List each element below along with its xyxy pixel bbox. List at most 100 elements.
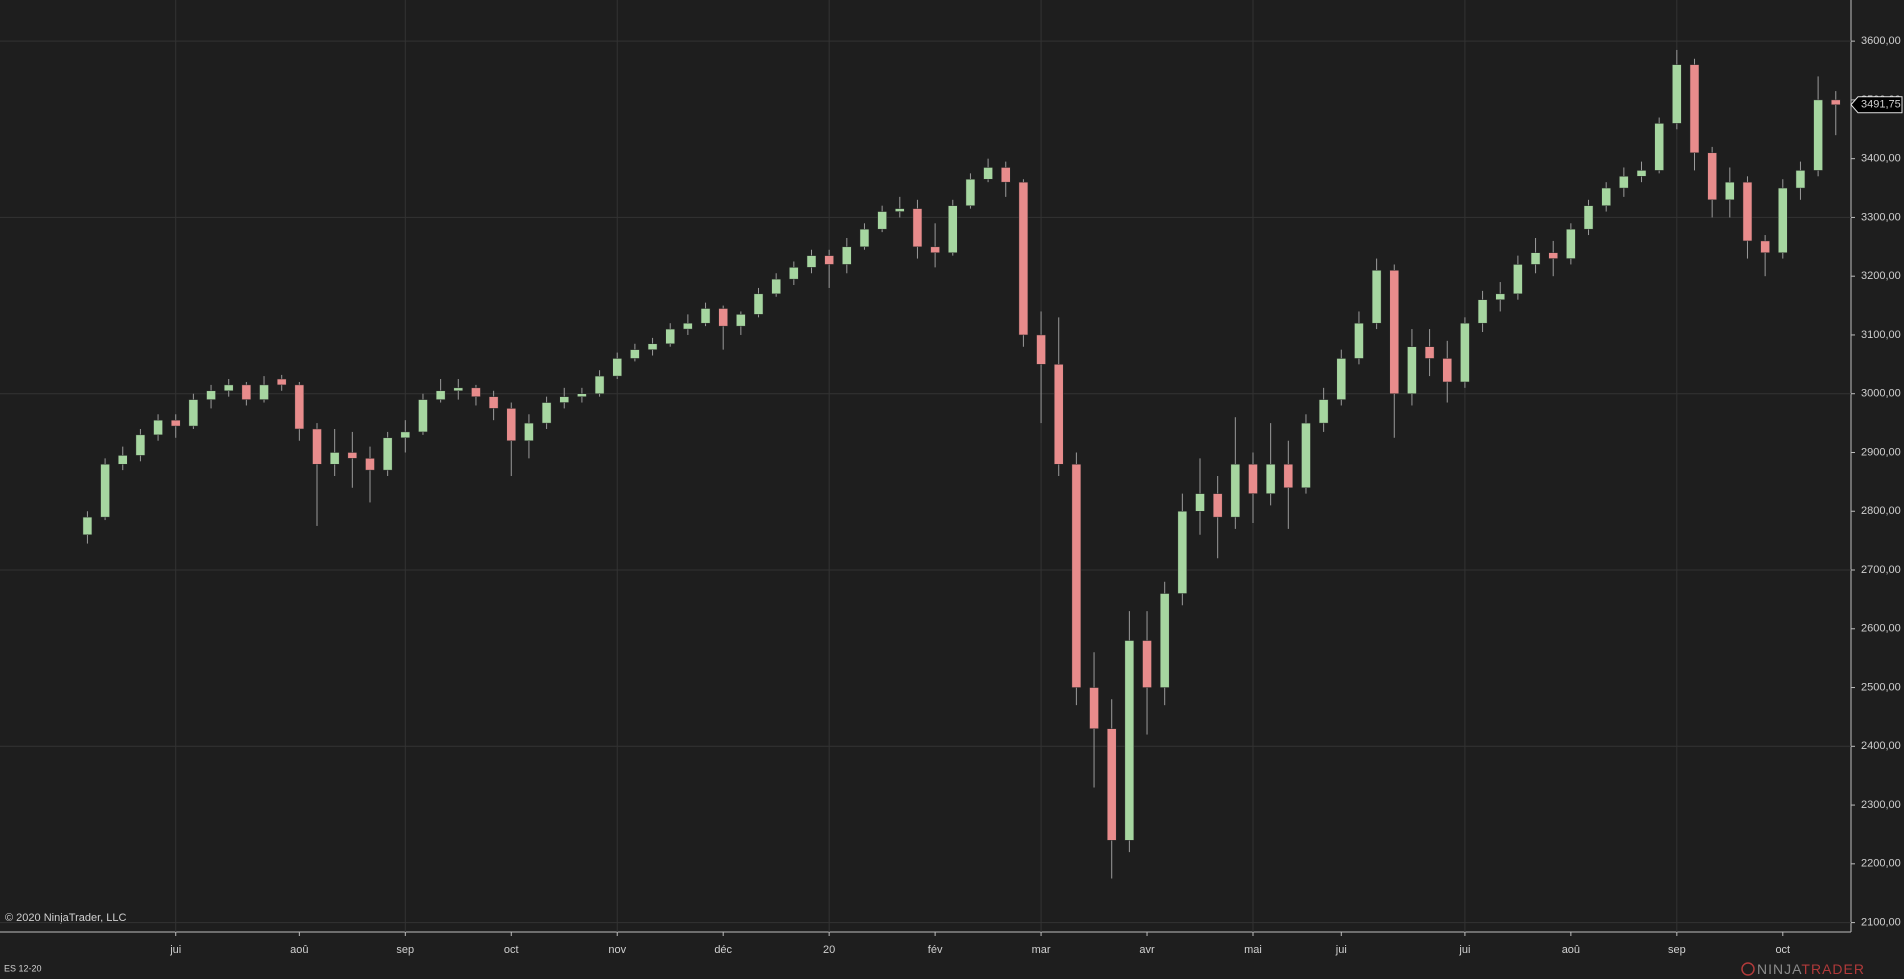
candle-body <box>1725 181 1735 201</box>
candle-body <box>1301 422 1311 488</box>
candle-body <box>118 455 128 465</box>
x-tick-label: fév <box>928 944 943 956</box>
y-tick-label: 2800,00 <box>1861 505 1901 517</box>
candle-body <box>382 437 393 471</box>
x-tick-label: mar <box>1032 944 1051 956</box>
x-tick-label: mai <box>1244 944 1262 956</box>
candle-body <box>418 399 428 433</box>
y-tick-label: 2100,00 <box>1861 917 1901 929</box>
candle-body <box>559 396 569 403</box>
candle-body <box>842 246 852 265</box>
candle-body <box>1495 293 1505 300</box>
y-tick-label: 2300,00 <box>1861 799 1901 811</box>
candle-body <box>612 358 622 377</box>
candle-body <box>135 434 146 456</box>
candle-body <box>1654 123 1664 171</box>
candle-body <box>1089 687 1099 729</box>
candle-body <box>1336 358 1347 400</box>
candle-body <box>895 208 905 212</box>
candle-body <box>471 387 481 397</box>
candle-body <box>824 255 834 265</box>
candle-body <box>1636 170 1647 177</box>
candle-body <box>753 293 764 315</box>
x-tick-label: aoû <box>1562 944 1580 956</box>
candle-body <box>965 178 976 206</box>
candle-body <box>153 419 163 436</box>
candle-body <box>82 516 93 536</box>
candle-body <box>1407 346 1417 394</box>
candle-body <box>1106 728 1117 841</box>
candle-body <box>400 431 411 439</box>
candle-body <box>365 458 375 471</box>
y-tick-label: 3000,00 <box>1861 388 1901 400</box>
y-tick-label: 3100,00 <box>1861 329 1901 341</box>
candle-body <box>347 452 358 459</box>
candle-body <box>930 246 940 253</box>
candle-body <box>1566 228 1576 259</box>
logo: NINJATRADER <box>1757 961 1865 977</box>
candle-body <box>1248 463 1258 494</box>
candle-body <box>312 428 322 465</box>
candle-body <box>1672 64 1682 124</box>
instrument-label: ES 12-20 <box>4 963 42 973</box>
logo-part: TRADER <box>1801 961 1865 977</box>
candle-body <box>1354 322 1364 359</box>
candle-body <box>1760 240 1770 253</box>
candle-body <box>1831 99 1841 105</box>
candle-body <box>1071 463 1082 688</box>
candle-body <box>188 399 199 427</box>
candle-body <box>577 393 587 397</box>
candle-body <box>1124 640 1135 841</box>
candle-body <box>1795 170 1806 189</box>
candle-body <box>1689 64 1700 154</box>
candle-body <box>170 419 181 427</box>
candle-body <box>1513 264 1523 295</box>
candle-body <box>789 267 799 280</box>
candle-body <box>1142 640 1152 688</box>
candle-body <box>276 378 287 386</box>
grid-layer <box>0 0 1851 932</box>
candle-body <box>1036 334 1046 365</box>
candle-body <box>506 408 517 441</box>
candle-body <box>1707 152 1717 201</box>
candle-body <box>1283 463 1294 488</box>
candle-body <box>1601 187 1611 206</box>
x-tick-label: jui <box>1335 944 1347 956</box>
candle-body <box>488 396 499 409</box>
x-tick-label: nov <box>608 944 626 956</box>
candle-body <box>435 390 446 400</box>
candle-body <box>100 463 110 518</box>
y-tick-label: 2600,00 <box>1861 623 1901 635</box>
candle-body <box>1813 99 1823 171</box>
y-tick-label: 2400,00 <box>1861 740 1901 752</box>
y-tick-label: 3400,00 <box>1861 153 1901 165</box>
candle-body <box>1159 593 1170 688</box>
candle-body <box>1212 493 1223 518</box>
candle-body <box>594 375 605 394</box>
x-tick-label: déc <box>714 944 732 956</box>
candle-body <box>1230 463 1241 518</box>
candle-body <box>700 308 711 324</box>
candle-body <box>859 228 870 248</box>
x-tick-label: sep <box>1668 944 1686 956</box>
candle-body <box>683 322 693 330</box>
candle-body <box>1424 346 1435 359</box>
candle-body <box>1583 205 1594 230</box>
candle-body <box>294 384 305 430</box>
candle-body <box>524 422 534 441</box>
candle-body <box>1477 299 1488 324</box>
y-tick-label: 2900,00 <box>1861 446 1901 458</box>
candle-body <box>1778 187 1788 253</box>
candle-body <box>1195 493 1205 512</box>
candle-body <box>647 343 658 350</box>
candle-body <box>206 390 216 400</box>
candle-body <box>1742 181 1753 242</box>
candle-body <box>877 211 887 230</box>
candle-body <box>630 349 640 359</box>
y-tick-label: 2200,00 <box>1861 858 1901 870</box>
candle-body <box>1053 364 1064 465</box>
candle-body <box>223 384 234 392</box>
